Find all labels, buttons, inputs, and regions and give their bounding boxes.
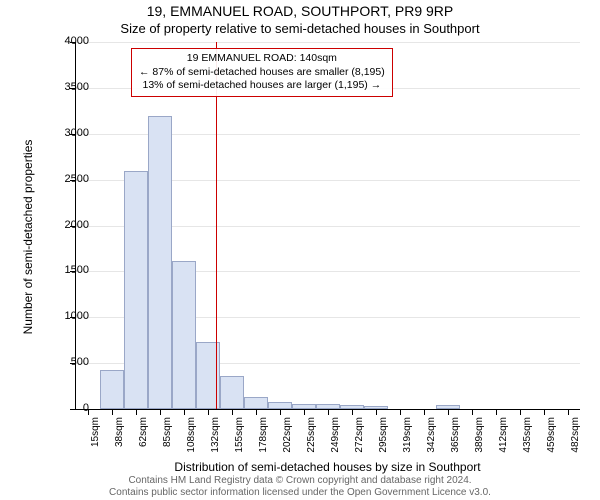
x-tick-label: 249sqm — [330, 417, 341, 467]
x-tick-label: 62sqm — [138, 417, 149, 467]
y-tick-label: 2000 — [29, 219, 89, 231]
x-tick-label: 132sqm — [210, 417, 221, 467]
x-tick — [256, 409, 257, 415]
y-tick-label: 1500 — [29, 264, 89, 276]
x-tick-label: 342sqm — [426, 417, 437, 467]
x-tick — [424, 409, 425, 415]
x-tick-label: 365sqm — [450, 417, 461, 467]
x-tick-label: 38sqm — [114, 417, 125, 467]
x-tick-label: 178sqm — [258, 417, 269, 467]
histogram-bar — [172, 261, 196, 409]
annotation-line: ← 87% of semi-detached houses are smalle… — [139, 66, 385, 80]
x-tick — [496, 409, 497, 415]
histogram-bar — [124, 171, 148, 409]
annotation-line: 13% of semi-detached houses are larger (… — [139, 79, 385, 93]
x-tick — [352, 409, 353, 415]
x-tick-label: 202sqm — [282, 417, 293, 467]
x-tick-label: 108sqm — [186, 417, 197, 467]
x-tick — [328, 409, 329, 415]
x-tick — [184, 409, 185, 415]
gridline — [76, 42, 580, 43]
x-tick-label: 15sqm — [90, 417, 101, 467]
chart-container: 19, EMMANUEL ROAD, SOUTHPORT, PR9 9RP Si… — [0, 0, 600, 500]
x-tick-label: 459sqm — [546, 417, 557, 467]
chart-title: 19, EMMANUEL ROAD, SOUTHPORT, PR9 9RP — [0, 3, 600, 19]
x-tick-label: 225sqm — [306, 417, 317, 467]
y-tick-label: 0 — [29, 402, 89, 414]
x-tick-label: 155sqm — [234, 417, 245, 467]
x-tick — [544, 409, 545, 415]
x-tick — [208, 409, 209, 415]
y-tick-label: 3500 — [29, 81, 89, 93]
footer-line: Contains public sector information licen… — [0, 487, 600, 499]
annotation-box: 19 EMMANUEL ROAD: 140sqm ← 87% of semi-d… — [131, 48, 393, 97]
x-tick — [520, 409, 521, 415]
x-tick-label: 435sqm — [522, 417, 533, 467]
x-tick — [136, 409, 137, 415]
histogram-bar — [268, 402, 292, 409]
footer-attribution: Contains HM Land Registry data © Crown c… — [0, 475, 600, 498]
x-tick-label: 272sqm — [354, 417, 365, 467]
x-tick — [400, 409, 401, 415]
footer-line: Contains HM Land Registry data © Crown c… — [0, 475, 600, 487]
chart-subtitle: Size of property relative to semi-detach… — [0, 21, 600, 36]
x-tick — [448, 409, 449, 415]
x-tick — [160, 409, 161, 415]
histogram-bar — [100, 370, 124, 409]
annotation-line: 19 EMMANUEL ROAD: 140sqm — [139, 52, 385, 66]
y-tick-label: 3000 — [29, 127, 89, 139]
x-tick-label: 482sqm — [570, 417, 581, 467]
x-tick-label: 85sqm — [162, 417, 173, 467]
y-tick-label: 2500 — [29, 173, 89, 185]
x-tick — [376, 409, 377, 415]
y-tick-label: 500 — [29, 356, 89, 368]
x-tick-label: 295sqm — [378, 417, 389, 467]
x-tick — [568, 409, 569, 415]
histogram-bar — [220, 376, 244, 409]
x-tick — [112, 409, 113, 415]
x-tick — [304, 409, 305, 415]
x-tick-label: 319sqm — [402, 417, 413, 467]
x-tick-label: 412sqm — [498, 417, 509, 467]
histogram-bar — [244, 397, 268, 409]
x-tick-label: 389sqm — [474, 417, 485, 467]
histogram-bar — [148, 116, 172, 409]
x-tick — [280, 409, 281, 415]
y-tick-label: 4000 — [29, 35, 89, 47]
marker-line — [216, 42, 217, 409]
x-tick — [232, 409, 233, 415]
plot-area: 19 EMMANUEL ROAD: 140sqm ← 87% of semi-d… — [75, 42, 580, 410]
x-tick — [472, 409, 473, 415]
y-tick-label: 1000 — [29, 310, 89, 322]
